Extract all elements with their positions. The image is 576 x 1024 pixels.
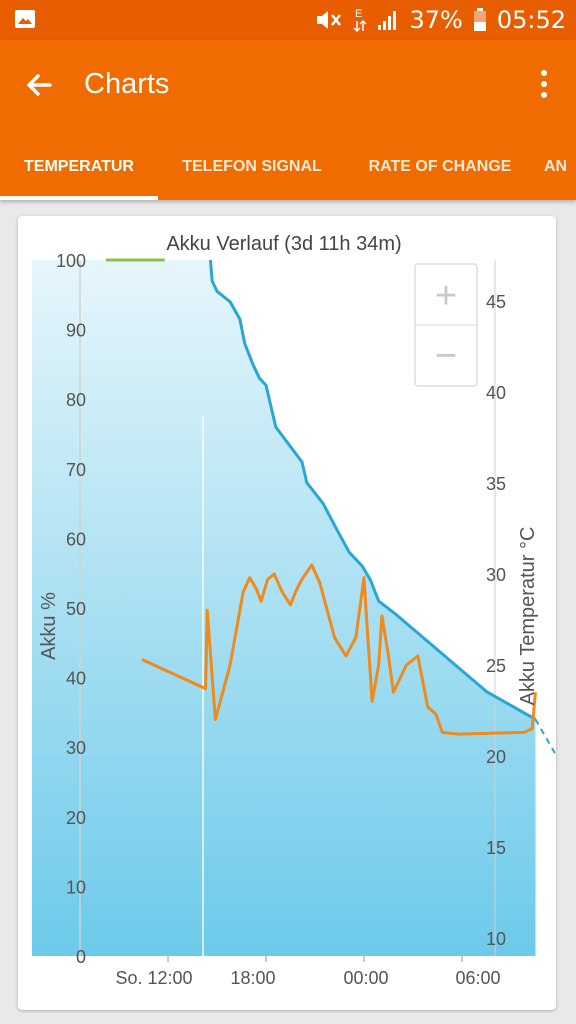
left-tick-label: 20 <box>66 808 86 828</box>
battery-percent: 37% <box>409 6 463 34</box>
left-tick-label: 100 <box>56 251 86 271</box>
signal-icon <box>378 11 397 30</box>
data-arrows-icon: E <box>353 8 368 33</box>
x-tick-label: 18:00 <box>230 968 275 988</box>
battery-series-line <box>208 259 537 721</box>
tab-telefon-signal[interactable]: TELEFON SIGNAL <box>182 158 322 175</box>
network-type-label: E <box>355 8 362 20</box>
right-tick-label: 45 <box>486 292 506 312</box>
zoom-controls: + − <box>414 263 478 387</box>
battery-icon <box>473 8 486 31</box>
status-bar: E 37% 05:52 <box>0 0 576 40</box>
right-tick-label: 40 <box>486 383 506 403</box>
x-tick-label: 06:00 <box>455 968 500 988</box>
x-tick-label: 00:00 <box>343 968 388 988</box>
tab-rate-of-change[interactable]: RATE OF CHANGE <box>368 158 512 175</box>
status-icons: E 37% 05:52 <box>315 0 566 40</box>
right-axis-label: Akku Temperatur °C <box>517 527 539 706</box>
right-tick-label: 25 <box>486 656 506 676</box>
right-tick-label: 30 <box>486 565 506 585</box>
left-tick-label: 10 <box>66 877 86 897</box>
left-tick-label: 40 <box>66 669 86 689</box>
more-vertical-icon[interactable] <box>534 68 554 102</box>
page-title: Charts <box>84 68 170 100</box>
tab-indicator <box>0 196 158 200</box>
left-tick-label: 30 <box>66 738 86 758</box>
zoom-in-button[interactable]: + <box>435 275 457 317</box>
zoom-out-button[interactable]: − <box>435 335 457 377</box>
battery-area <box>32 260 536 956</box>
left-tick-label: 80 <box>66 390 86 410</box>
left-tick-label: 50 <box>66 599 86 619</box>
mute-icon <box>317 11 342 29</box>
left-tick-label: 0 <box>76 947 86 967</box>
chart-card: Akku Verlauf (3d 11h 34m) 0 10 20 30 40 50 60 7… <box>18 216 576 1010</box>
x-tick-label: So. 12:00 <box>115 968 192 988</box>
arrow-left-icon[interactable] <box>20 65 60 105</box>
temperature-series-line <box>141 563 537 736</box>
left-tick-label: 70 <box>66 460 86 480</box>
plot-area: 0 10 20 30 40 50 60 70 80 90 100 10 15 20 25 30 35 40 45 So… <box>32 251 576 988</box>
right-tick-label: 15 <box>486 838 506 858</box>
image-icon <box>15 10 35 28</box>
right-tick-label: 10 <box>486 929 506 949</box>
left-tick-label: 90 <box>66 321 86 341</box>
clock: 05:52 <box>496 6 566 34</box>
right-tick-label: 35 <box>486 474 506 494</box>
forecast-area <box>535 719 536 956</box>
left-tick-label: 60 <box>66 529 86 549</box>
battery-temperature-chart[interactable]: Akku Verlauf (3d 11h 34m) 0 10 20 30 40 50 60 7… <box>18 216 576 1010</box>
tab-bar: TEMPERATUR TELEFON SIGNAL RATE OF CHANGE… <box>0 152 576 200</box>
tab-temperatur[interactable]: TEMPERATUR <box>24 158 134 175</box>
right-tick-label: 20 <box>486 747 506 767</box>
tab-overflow[interactable]: AN <box>544 158 568 175</box>
chart-title: Akku Verlauf (3d 11h 34m) <box>166 233 401 255</box>
battery-forecast-line <box>534 718 576 792</box>
left-axis-label: Akku % <box>38 592 60 660</box>
app-bar: Charts TEMPERATUR TELEFON SIGNAL RATE OF… <box>0 40 576 200</box>
